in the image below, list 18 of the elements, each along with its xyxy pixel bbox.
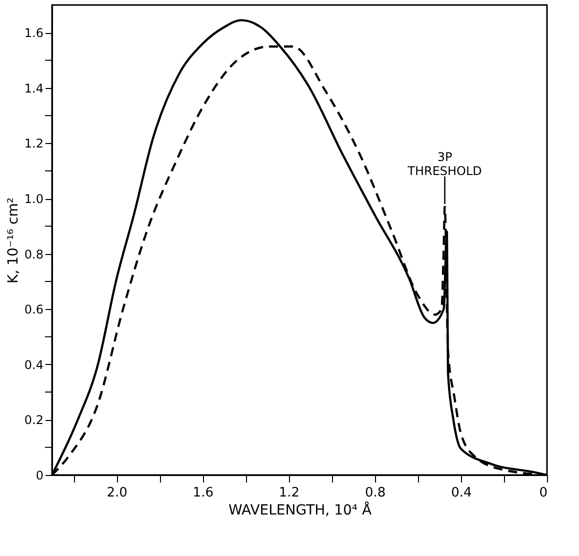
- y-tick-label: 0.8: [24, 247, 44, 262]
- x-tick-label: 1.2: [278, 486, 300, 500]
- y-axis-title: K, 10⁻¹⁶ cm²: [5, 198, 22, 284]
- x-tick-label: 2.0: [106, 486, 128, 500]
- x-tick-label: 0.4: [451, 486, 472, 500]
- y-tick-label: 1.6: [24, 26, 44, 40]
- annotation: 3P THRESHOLD: [406, 150, 482, 178]
- y-tick-label: 0: [36, 468, 44, 482]
- y-tick-label: 0.2: [24, 413, 44, 428]
- y-tick-label: 1.2: [24, 136, 44, 151]
- x-tick-label: 1.6: [192, 486, 214, 500]
- x-tick-label: 0.8: [364, 486, 386, 500]
- x-tick-label: 0: [539, 486, 548, 500]
- y-tick-label: 1.0: [24, 192, 44, 206]
- y-tick-label: 0.6: [24, 302, 44, 317]
- x-axis-title: WAVELENGTH, 10⁴ Å: [228, 502, 372, 518]
- y-tick-label: 0.4: [24, 358, 44, 372]
- y-tick-label: 1.4: [24, 81, 44, 96]
